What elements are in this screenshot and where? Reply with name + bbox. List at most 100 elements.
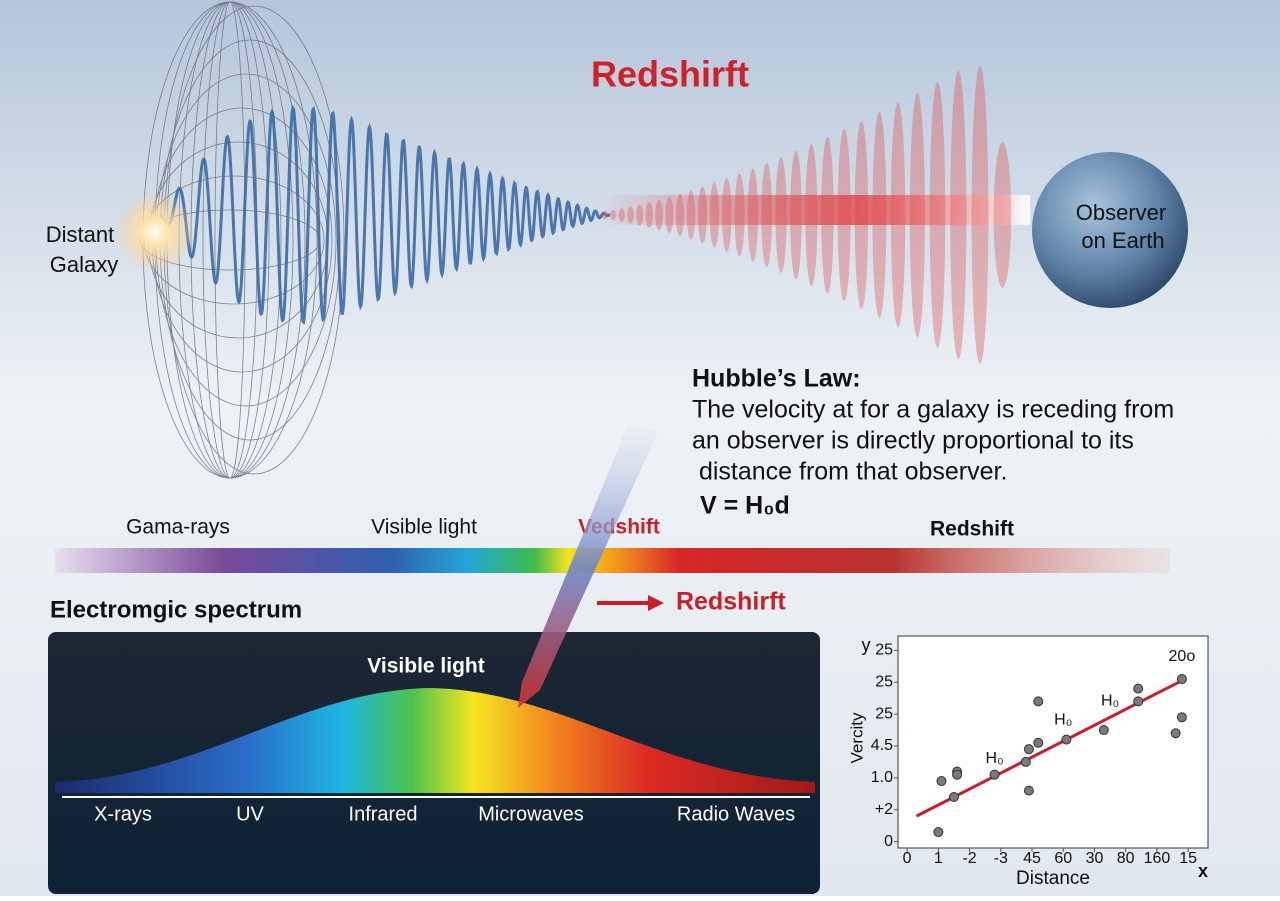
red-wave-lobe [821,136,834,294]
red-wave-lobe [601,210,609,220]
y-tick-label: 1.0 [871,769,893,786]
hubble-text: The velocity at for a galaxy is receding… [692,396,1174,424]
data-point [1061,734,1072,745]
observer-label: Observer [1076,200,1166,225]
annotation: H₀ [1101,693,1119,710]
x-tick-label: 30 [1086,850,1104,867]
y-tick-label: +2 [875,801,893,818]
red-wave-lobe [837,129,851,301]
panel-axis-label: X-rays [94,803,152,825]
annotation: 20o [1169,648,1196,665]
red-beam [600,195,1030,225]
red-wave-lobe [665,196,674,234]
waves [159,66,1030,364]
red-wave-lobe [709,182,720,248]
band-label: Gama-rays [126,516,230,539]
arrow-label: Redshirft [676,588,786,616]
data-point [989,769,1000,780]
red-wave-lobe [655,199,663,231]
y-axis-title: Vercity [847,712,866,764]
data-point [1023,744,1034,755]
panel-axis-label: Microwaves [478,803,584,825]
red-wave-lobe [747,168,759,262]
x-tick-label: 15 [1179,850,1197,867]
data-point [952,769,963,780]
red-wave-lobe [993,142,1012,288]
data-point [1020,756,1031,767]
x-symbol: x [1198,861,1208,881]
y-symbol: y [862,635,871,655]
x-tick-label: 1 [934,850,943,867]
data-point [948,791,959,802]
red-wave-lobe [734,173,745,257]
blue-wave [159,104,610,325]
y-tick-label: 25 [875,673,893,690]
y-tick-label: 4.5 [871,737,893,754]
hubble-heading: Hubble’s Law: [692,365,861,393]
red-wave-lobe [950,70,967,360]
x-tick-label: 0 [903,850,912,867]
x-tick-label: 80 [1117,850,1135,867]
hubble-text: an observer is directly proportional to … [692,427,1134,455]
red-wave-lobe [610,209,617,221]
panel-axis-label: Infrared [349,803,418,825]
data-point [933,827,944,838]
hubble-formula: V = H₀d [700,492,790,520]
annotation: H₀ [1054,712,1072,729]
x-tick-label: 160 [1144,850,1171,867]
band-label: Redshift [930,518,1014,541]
red-wave-lobe [618,208,626,222]
panel-axis-label: Radio Waves [677,803,795,825]
x-tick-label: 45 [1023,850,1041,867]
pointer-arrow [518,425,658,708]
x-tick-label: -3 [994,850,1008,867]
arrow-head [648,595,664,611]
red-wave-lobe [636,204,644,226]
data-point [1033,696,1044,707]
spectrum-title: Electromgic spectrum [50,596,302,623]
y-tick-label: 25 [875,642,893,659]
red-wave-lobe [929,82,946,348]
scatter-plot: 0 1 -2 -3 45 60 30 80 160 15 0 +2 1.0 4.5 25 25 25 H₀ H₀ H₀… [871,642,1197,868]
source-label: Galaxy [50,252,118,277]
hubble-text: distance from that observer. [692,458,1007,486]
red-wave-lobe [971,66,989,364]
red-wave-lobe [698,186,707,244]
data-point [1033,737,1044,748]
red-wave-lobe [805,144,818,286]
x-tick-label: -2 [962,850,976,867]
y-tick-label: 0 [884,833,893,850]
red-wave-lobe [675,193,685,237]
red-wave-lobe [627,206,634,224]
red-wave-lobe [645,202,653,228]
galaxy-glow [115,192,195,272]
red-wave-lobe [790,150,802,280]
data-point [1176,674,1187,685]
spectrum-bar [55,548,1170,573]
red-wave-lobe [686,190,696,240]
red-wave-lobe [761,163,773,267]
data-point [1098,725,1109,736]
band-label: Visible light [371,516,477,539]
plot-frame [897,635,1209,849]
title: Redshirft [591,54,749,95]
earth [1032,152,1188,308]
bell-curve [55,688,815,793]
red-wave-lobe [872,112,887,318]
red-wave-lobe [775,157,787,273]
panel-axis-label: UV [236,803,264,825]
annotation: H₀ [985,750,1003,767]
peak-label: Visible light [367,655,484,678]
x-axis-title: Distance [1016,868,1090,889]
data-point [1176,712,1187,723]
data-point [1170,728,1181,739]
red-wave-lobe [909,92,925,338]
red-wave-lobe [890,102,906,328]
data-point [1133,683,1144,694]
data-point [1023,785,1034,796]
red-wave-lobe [721,178,732,252]
observer-label: on Earth [1081,228,1164,253]
red-wave-lobe [854,120,869,310]
y-tick-label: 25 [875,705,893,722]
